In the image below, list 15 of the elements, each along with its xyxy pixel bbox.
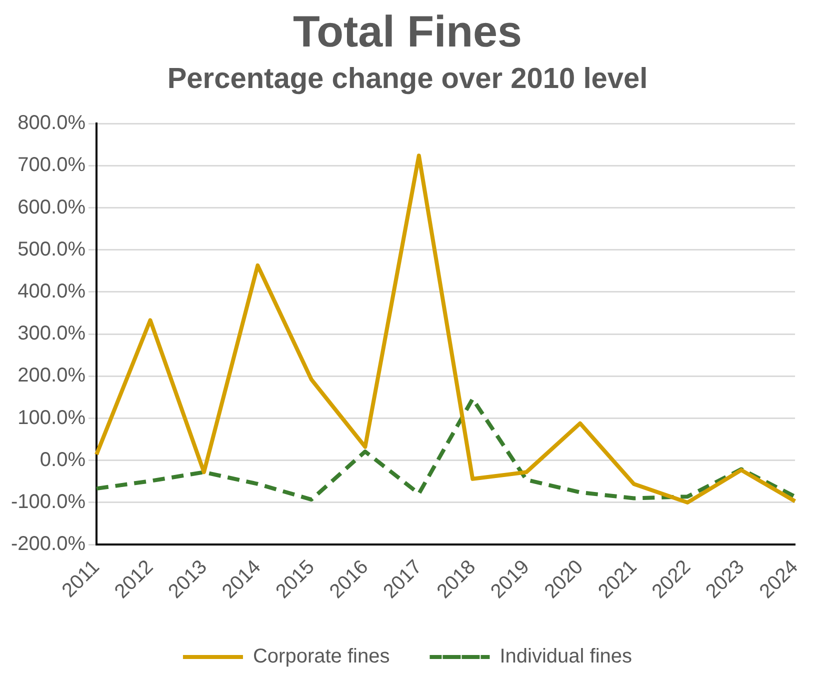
y-tick-label: 800.0% xyxy=(18,112,86,134)
y-tick-label: -100.0% xyxy=(10,490,86,513)
y-tick-label: 300.0% xyxy=(18,322,86,345)
chart-subtitle: Percentage change over 2010 level xyxy=(167,63,648,96)
y-tick-label: 500.0% xyxy=(18,238,86,260)
y-tick-label: 100.0% xyxy=(18,406,86,429)
y-tick-label: -200.0% xyxy=(10,533,86,556)
legend-label: Corporate fines xyxy=(252,646,390,668)
y-tick-label: 0.0% xyxy=(40,448,86,471)
legend-label: Individual fines xyxy=(500,646,632,668)
y-tick-label: 400.0% xyxy=(18,280,86,303)
y-tick-label: 200.0% xyxy=(18,364,86,387)
y-tick-label: 700.0% xyxy=(18,154,86,176)
y-tick-label: 600.0% xyxy=(18,196,86,218)
chart-title: Total Fines xyxy=(293,8,522,57)
